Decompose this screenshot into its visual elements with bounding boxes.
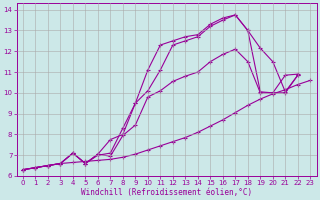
X-axis label: Windchill (Refroidissement éolien,°C): Windchill (Refroidissement éolien,°C)	[81, 188, 252, 197]
